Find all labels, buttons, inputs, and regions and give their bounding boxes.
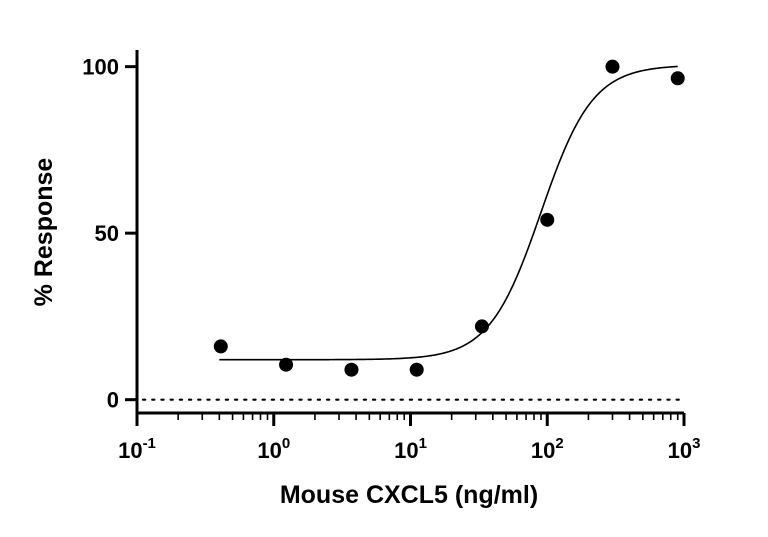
x-axis-title: Mouse CXCL5 (ng/ml) <box>280 481 538 509</box>
data-point <box>605 59 620 74</box>
y-tick-label: 50 <box>95 221 119 246</box>
x-tick-label: 100 <box>257 435 290 463</box>
data-point <box>670 71 685 86</box>
data-point <box>409 362 424 377</box>
x-tick-label: 103 <box>668 435 701 463</box>
x-tick-label: 10-1 <box>118 435 156 463</box>
data-point <box>279 357 294 372</box>
data-point <box>540 212 555 227</box>
points-group <box>213 59 685 377</box>
fit-group <box>219 65 678 361</box>
y-tick-label: 0 <box>107 388 119 413</box>
data-point <box>474 319 489 334</box>
x-tick-label: 102 <box>531 435 564 463</box>
x-axis: 10-1 100 101 102 103 <box>118 411 701 463</box>
data-point <box>213 339 228 354</box>
y-axis-title: % Response <box>30 158 58 307</box>
fit-curve <box>219 65 678 361</box>
y-axis: 0 50 100 <box>82 50 139 413</box>
y-tick-label: 100 <box>82 55 119 80</box>
x-tick-label: 101 <box>394 435 427 463</box>
data-point <box>344 362 359 377</box>
